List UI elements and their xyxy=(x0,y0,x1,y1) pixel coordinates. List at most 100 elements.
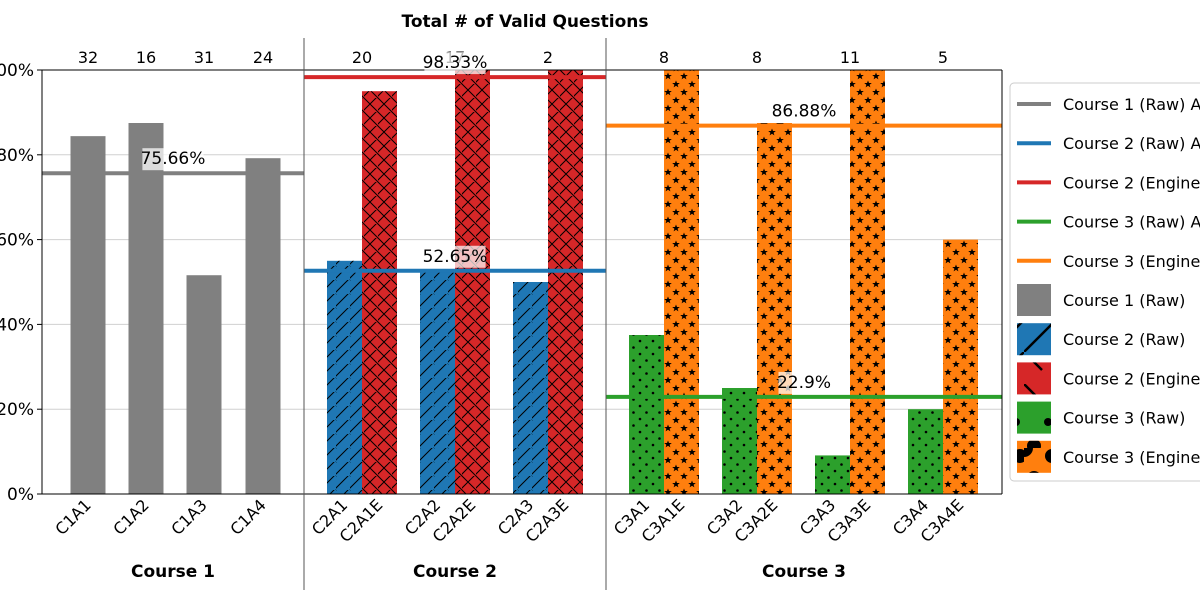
count-label: 2 xyxy=(543,48,553,67)
average-label: 75.66% xyxy=(141,149,206,169)
count-label: 5 xyxy=(938,48,948,67)
y-tick-label: 0% xyxy=(7,485,34,505)
legend-patch-swatch xyxy=(1017,284,1051,316)
count-label: 24 xyxy=(253,48,273,67)
average-label: 22.9% xyxy=(777,373,831,393)
legend-item: Course 3 (Engine xyxy=(1017,440,1200,473)
count-label: 31 xyxy=(194,48,214,67)
bar-c2a2e xyxy=(455,70,490,494)
bar-pattern xyxy=(455,70,490,494)
bar-fill xyxy=(186,275,222,494)
average-lines xyxy=(42,75,1002,399)
legend-label: Course 1 (Raw) xyxy=(1063,291,1185,310)
plot-frames xyxy=(37,38,1003,590)
x-tick-label: C1A1 xyxy=(51,495,94,538)
legend-item: Course 1 (Raw) A xyxy=(1017,95,1200,114)
bar-c2a3 xyxy=(513,282,548,494)
average-label: 86.88% xyxy=(772,102,837,122)
average-label-bg xyxy=(778,371,830,394)
bar-c3a3e xyxy=(850,70,885,494)
legend-item: Course 1 (Raw) xyxy=(1017,284,1185,316)
legend-label: Course 2 (Raw) xyxy=(1063,330,1185,349)
legend-item: Course 3 (Engine xyxy=(1017,252,1200,271)
legend-item: Course 2 (Engine xyxy=(1017,173,1200,192)
legend-label: Course 3 (Raw) xyxy=(1063,409,1185,428)
bar-c3a3 xyxy=(815,455,850,494)
average-label: 98.33% xyxy=(423,53,488,73)
average-label-bg xyxy=(424,52,486,75)
bar-pattern xyxy=(815,455,850,494)
bar-pattern xyxy=(943,239,978,494)
count-label: 20 xyxy=(352,48,372,67)
bar-c1a2 xyxy=(128,123,164,494)
average-label: 52.65% xyxy=(423,247,488,267)
bar-c3a2 xyxy=(722,388,757,494)
average-label-bg xyxy=(142,148,204,171)
legend-item: Course 3 (Raw) A xyxy=(1017,213,1200,232)
bars xyxy=(70,70,978,495)
group-label: Course 1 xyxy=(131,562,215,582)
bar-pattern xyxy=(629,335,664,494)
legend-item: Course 2 (Raw) xyxy=(1017,323,1185,356)
legend-patch-pattern xyxy=(1017,401,1051,434)
y-tick-label: 100% xyxy=(0,61,34,81)
count-label: 8 xyxy=(752,48,762,67)
legend-item: Course 3 (Raw) xyxy=(1017,401,1185,434)
x-tick-label: C1A4 xyxy=(226,495,269,538)
bar-pattern xyxy=(664,70,699,494)
y-tick-label: 60% xyxy=(0,231,34,251)
legend-label: Course 2 (Engine xyxy=(1063,369,1200,388)
legend-item: Course 2 (Engine xyxy=(1017,362,1200,395)
bar-pattern xyxy=(757,123,792,494)
bar-c1a3 xyxy=(186,275,222,494)
x-tick-label: C1A3 xyxy=(167,495,210,538)
bar-c2a1 xyxy=(327,260,362,494)
bar-pattern xyxy=(327,260,362,494)
bar-c1a4 xyxy=(245,158,281,494)
count-label: 32 xyxy=(78,48,98,67)
bar-pattern xyxy=(420,269,455,494)
bar-c3a4 xyxy=(908,409,943,494)
legend-label: Course 2 (Engine xyxy=(1063,173,1200,192)
count-label: 16 xyxy=(136,48,156,67)
x-tick-label: C1A2 xyxy=(109,495,152,538)
bar-c3a4e xyxy=(943,239,978,494)
bar-fill xyxy=(245,158,281,494)
legend-item: Course 2 (Raw) A xyxy=(1017,134,1200,153)
legend-patch-pattern xyxy=(1017,323,1051,356)
bar-pattern xyxy=(722,388,757,494)
y-tick-label: 20% xyxy=(0,400,34,420)
bar-c1a1 xyxy=(70,136,106,495)
bar-pattern xyxy=(513,282,548,494)
bar-pattern xyxy=(908,409,943,494)
bar-pattern xyxy=(548,70,583,494)
bar-c3a2e xyxy=(757,123,792,494)
y-tick-label: 80% xyxy=(0,146,34,166)
group-label: Course 3 xyxy=(762,562,846,582)
y-tick-label: 40% xyxy=(0,315,34,335)
average-label-bg xyxy=(773,100,835,123)
bar-pattern xyxy=(362,91,397,494)
legend-label: Course 2 (Raw) A xyxy=(1063,134,1200,153)
bar-c3a1e xyxy=(664,70,699,494)
chart-title: Total # of Valid Questions xyxy=(401,12,648,32)
legend-box xyxy=(1009,82,1200,482)
bar-c2a1e xyxy=(362,91,397,494)
count-label: 11 xyxy=(840,48,860,67)
group-label: Course 2 xyxy=(413,562,497,582)
average-label-bg xyxy=(424,245,486,268)
bar-fill xyxy=(70,136,106,495)
legend: Course 1 (Raw) A Course 2 (Raw) A Course 2… xyxy=(1009,82,1200,482)
legend-patch-pattern xyxy=(1017,440,1051,473)
legend-label: Course 3 (Raw) A xyxy=(1063,213,1200,232)
legend-patch-pattern xyxy=(1017,362,1051,395)
bar-c2a3e xyxy=(548,70,583,494)
bar-pattern xyxy=(850,70,885,494)
bar-c2a2 xyxy=(420,269,455,494)
legend-label: Course 3 (Engine xyxy=(1063,252,1200,271)
bar-fill xyxy=(128,123,164,494)
legend-label: Course 1 (Raw) A xyxy=(1063,95,1200,114)
count-label: 8 xyxy=(659,48,669,67)
legend-label: Course 3 (Engine xyxy=(1063,448,1200,467)
